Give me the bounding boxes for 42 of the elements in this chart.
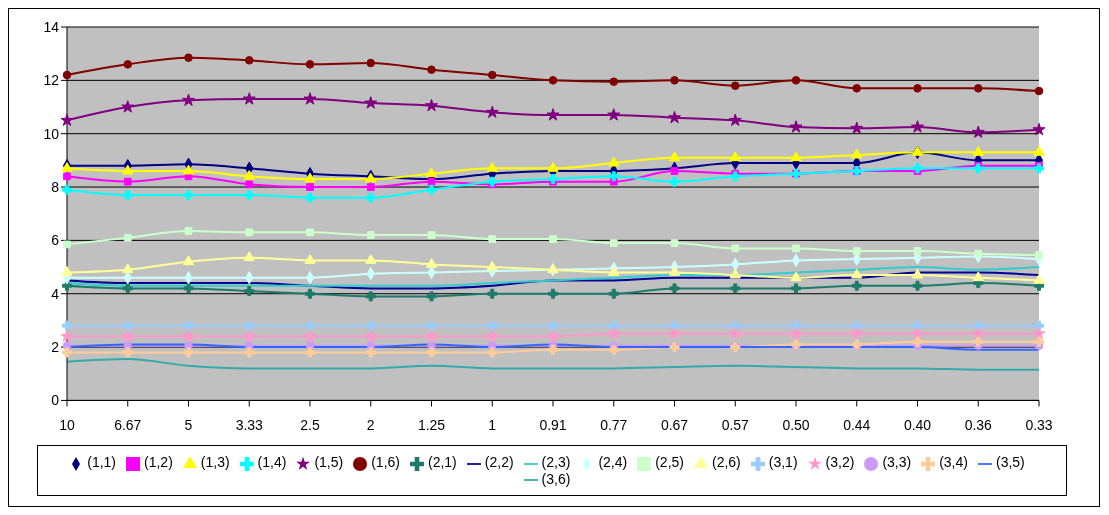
y-tick-label: 12 — [43, 72, 60, 89]
y-tick-label: 2 — [51, 339, 60, 356]
legend-label: (1,5) — [314, 454, 344, 471]
y-tick-label: 14 — [43, 18, 60, 35]
x-tick-label: 2.5 — [300, 417, 320, 434]
legend-label: (2,4) — [598, 454, 628, 471]
x-tick-label: 0.44 — [843, 417, 871, 434]
legend-label: (2,2) — [484, 454, 514, 471]
x-tick-label: 0.40 — [903, 417, 932, 434]
x-tick-label: 0.77 — [600, 417, 628, 434]
y-tick-label: 4 — [51, 285, 60, 302]
legend-label: (2,6) — [711, 454, 741, 471]
legend-label: (3,5) — [995, 454, 1025, 471]
legend-label: (1,4) — [257, 454, 287, 471]
x-tick-label: 6.67 — [114, 417, 142, 434]
y-tick-label: 8 — [51, 179, 60, 195]
x-tick-label: 0.33 — [1025, 417, 1053, 434]
legend-label: (3,1) — [768, 454, 798, 471]
x-tick-label: 0.57 — [721, 417, 750, 434]
y-tick-label: 0 — [51, 392, 60, 409]
x-tick-label: 0.36 — [964, 417, 993, 434]
legend-label: (2,3) — [541, 454, 571, 471]
y-tick-label: 6 — [51, 232, 60, 249]
legend-label: (2,1) — [428, 454, 457, 471]
x-tick-label: 1.25 — [417, 417, 446, 434]
x-tick-label: 2 — [366, 417, 375, 434]
x-tick-label: 1 — [488, 417, 497, 434]
x-tick-label: 0.91 — [539, 417, 567, 434]
legend-label: (3,4) — [939, 454, 968, 471]
legend-label: (1,2) — [144, 454, 173, 471]
y-tick-label: 10 — [43, 125, 60, 142]
legend-label: (1,1) — [87, 454, 117, 471]
legend-label: (1,6) — [371, 454, 400, 471]
x-tick-label: 3.33 — [235, 417, 264, 434]
legend-label: (3,3) — [882, 454, 912, 471]
legend-label: (2,5) — [655, 454, 684, 471]
legend-label: (3,6) — [541, 470, 571, 487]
legend-label: (1,3) — [200, 454, 230, 471]
legend-label: (3,2) — [825, 454, 855, 471]
x-tick-label: 0.67 — [660, 417, 689, 434]
x-tick-label: 0.50 — [782, 417, 810, 434]
x-tick-label: 5 — [184, 417, 193, 434]
